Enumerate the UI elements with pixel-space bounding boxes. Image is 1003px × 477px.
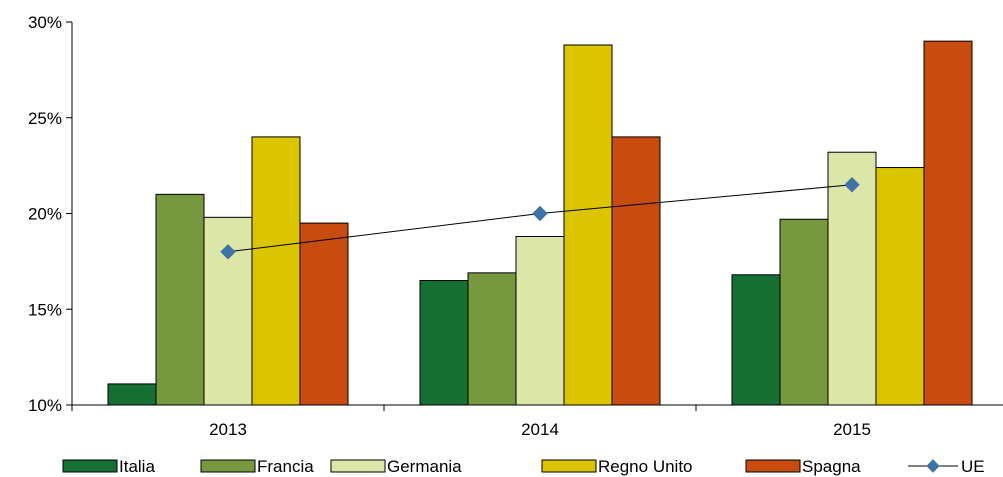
ue-point-2013 <box>220 244 236 260</box>
y-tick-label: 20% <box>28 205 62 224</box>
bar-italia-2014 <box>419 280 469 406</box>
legend-swatch <box>330 459 386 473</box>
bar-spagna-2015 <box>923 40 973 406</box>
legend: Italia Francia Germania Regno Unito Spagna UE <box>62 457 985 476</box>
bar-germania-2014 <box>515 235 565 406</box>
bar-regno-unito-2015 <box>875 167 925 406</box>
legend-swatch <box>745 459 801 473</box>
legend-label: Regno Unito <box>598 457 693 476</box>
bar-francia-2013 <box>155 193 205 406</box>
x-tick-label: 2013 <box>209 420 247 439</box>
legend-marker <box>926 459 940 473</box>
bar-francia-2015 <box>779 218 829 406</box>
y-axis: 10% 15% 20% 25% 30% <box>28 13 73 415</box>
y-tick-label: 30% <box>28 13 62 32</box>
legend-label: UE <box>961 457 985 476</box>
bar-italia-2015 <box>731 274 781 406</box>
bar-italia-2013 <box>107 383 157 406</box>
bar-spagna-2013 <box>299 222 349 406</box>
bar-spagna-2014 <box>611 136 661 406</box>
y-tick-label: 15% <box>28 300 62 319</box>
x-axis: 2013 2014 2015 <box>71 404 1003 439</box>
bars <box>107 40 973 406</box>
legend-label: Germania <box>387 457 462 476</box>
y-tick-label: 25% <box>28 109 62 128</box>
bar-francia-2014 <box>467 272 517 406</box>
legend-label: Francia <box>257 457 314 476</box>
legend-swatch <box>62 459 118 473</box>
ue-line-series <box>220 177 860 260</box>
legend-label: Spagna <box>802 457 861 476</box>
ue-point-2015 <box>844 177 860 193</box>
legend-swatch <box>541 459 597 473</box>
bar-regno-unito-2014 <box>563 44 613 406</box>
x-tick-label: 2014 <box>521 420 559 439</box>
legend-label: Italia <box>119 457 155 476</box>
bar-germania-2015 <box>827 151 877 406</box>
y-tick-label: 10% <box>28 396 62 415</box>
legend-swatch <box>200 459 256 473</box>
ue-point-2014 <box>532 205 548 222</box>
x-tick-label: 2015 <box>833 420 871 439</box>
bar-regno-unito-2013 <box>251 136 301 406</box>
